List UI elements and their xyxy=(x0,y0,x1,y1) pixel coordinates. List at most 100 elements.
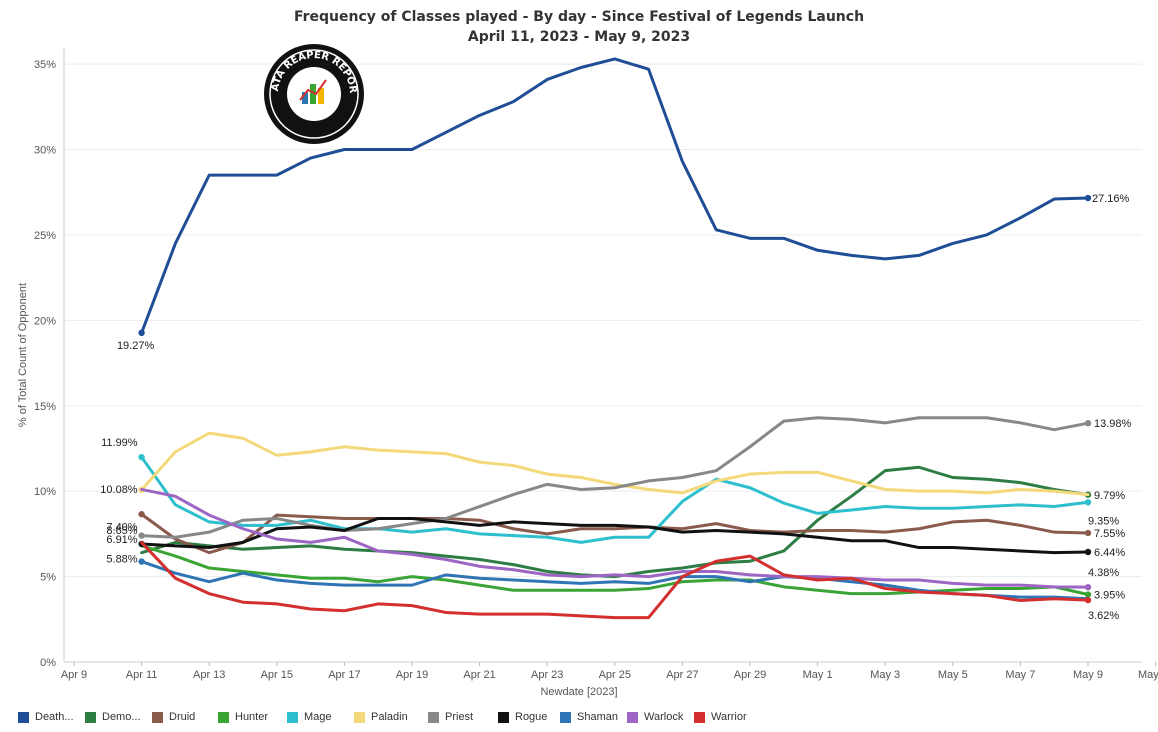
series-start-point xyxy=(138,558,145,565)
series-end-point xyxy=(1084,548,1092,556)
logo-bar-icon xyxy=(310,84,316,104)
logo-ring xyxy=(269,49,359,139)
legend-label: Warrior xyxy=(711,711,747,723)
legend-swatch xyxy=(152,711,163,723)
legend: Death... Demo... Druid Hunter Mage Paladin Pri… xyxy=(18,711,754,723)
legend-item[interactable]: Warrior xyxy=(694,711,754,723)
start-value-label: 10.08% xyxy=(100,484,138,496)
x-tick-label: Apr 21 xyxy=(463,669,495,681)
series-line-2 xyxy=(140,465,1090,579)
x-tick-label: Apr 29 xyxy=(734,669,766,681)
start-value-label: 5.88% xyxy=(106,554,137,566)
end-value-label: 9.79% xyxy=(1094,490,1125,502)
end-value-label: 9.35% xyxy=(1088,515,1119,527)
legend-swatch xyxy=(428,711,439,723)
legend-label: Death... xyxy=(35,711,74,723)
y-tick-label: 30% xyxy=(34,145,56,157)
legend-label: Shaman xyxy=(577,711,618,723)
series-line-1 xyxy=(140,57,1090,335)
series-line-8 xyxy=(140,517,1090,555)
x-axis-title: Newdate [2023] xyxy=(540,686,617,698)
data-reaper-logo: DATA REAPER REPORT xyxy=(264,44,364,144)
series-end-point xyxy=(1084,596,1092,604)
end-value-label: 3.62% xyxy=(1088,610,1119,622)
start-value-label: 11.99% xyxy=(101,437,138,449)
legend-swatch xyxy=(287,711,298,723)
start-value-label: 6.91% xyxy=(106,534,137,546)
x-tick-label: May 7 xyxy=(1005,669,1035,681)
legend-item[interactable]: Death... xyxy=(18,711,85,723)
legend-item[interactable]: Paladin xyxy=(354,711,428,723)
legend-swatch xyxy=(18,711,29,723)
logo-bar-icon xyxy=(318,88,324,104)
x-tick-label: Apr 9 xyxy=(61,669,87,681)
x-tick-label: Apr 15 xyxy=(261,669,293,681)
end-value-label: 7.55% xyxy=(1094,528,1125,540)
end-value-label: 4.38% xyxy=(1088,567,1119,579)
y-axis-title: % of Total Count of Opponent xyxy=(17,283,29,427)
x-tick-label: May 1 xyxy=(803,669,833,681)
legend-swatch xyxy=(498,711,509,723)
series-line-10 xyxy=(140,487,1090,589)
logo-trend-icon xyxy=(299,79,327,101)
x-tick-label: May 11 xyxy=(1138,669,1158,681)
grid xyxy=(64,63,1142,578)
series-end-point xyxy=(1084,499,1092,506)
y-tick-label: 25% xyxy=(34,230,56,242)
y-tick-label: 5% xyxy=(40,572,56,584)
series-line-6 xyxy=(140,431,1090,497)
legend-item[interactable]: Demo... xyxy=(85,711,152,723)
series-line-4 xyxy=(140,544,1090,597)
x-tick-label: Apr 19 xyxy=(396,669,428,681)
x-tick-label: May 3 xyxy=(870,669,900,681)
x-tick-label: Apr 11 xyxy=(126,669,158,681)
x-tick-label: Apr 25 xyxy=(599,669,631,681)
legend-item[interactable]: Warlock xyxy=(627,711,694,723)
end-value-label: 6.44% xyxy=(1094,547,1125,559)
series-start-point xyxy=(138,511,145,518)
x-tick-label: Apr 17 xyxy=(328,669,360,681)
series-lines xyxy=(138,57,1092,620)
series-start-point xyxy=(138,532,145,539)
legend-item[interactable]: Hunter xyxy=(218,711,287,723)
legend-item[interactable]: Rogue xyxy=(498,711,560,723)
series-start-point xyxy=(138,329,145,337)
data-labels: 19.27% 27.16% 9.79% 8.65% 7.55% 3.95% 11.99% 9.… xyxy=(100,193,1131,622)
legend-swatch xyxy=(627,711,638,723)
end-value-label: 3.95% xyxy=(1094,590,1125,602)
legend-item[interactable]: Shaman xyxy=(560,711,627,723)
legend-item[interactable]: Druid xyxy=(152,711,218,723)
legend-item[interactable]: Mage xyxy=(287,711,354,723)
legend-swatch xyxy=(85,711,96,723)
series-start-point xyxy=(138,453,145,461)
x-tick-label: Apr 27 xyxy=(666,669,698,681)
x-tick-label: May 5 xyxy=(938,669,968,681)
legend-label: Druid xyxy=(169,711,196,723)
series-end-point xyxy=(1084,529,1092,537)
series-line-3 xyxy=(140,512,1090,555)
y-tick-label: 15% xyxy=(34,401,56,413)
start-value-label: 8.65% xyxy=(106,525,137,537)
x-tick-label: Apr 23 xyxy=(531,669,563,681)
end-value-label: 27.16% xyxy=(1092,193,1130,205)
y-axis-ticks: 0% 5% 10% 15% 20% 25% 30% 35% xyxy=(34,59,56,669)
legend-label: Rogue xyxy=(515,711,548,723)
legend-label: Paladin xyxy=(371,711,408,723)
y-tick-label: 35% xyxy=(34,59,56,71)
end-value-label: 13.98% xyxy=(1094,418,1132,430)
series-end-point xyxy=(1084,194,1092,202)
y-tick-label: 20% xyxy=(34,315,56,327)
legend-label: Mage xyxy=(304,711,332,723)
legend-swatch xyxy=(694,711,705,723)
chart-subtitle: April 11, 2023 - May 9, 2023 xyxy=(468,29,690,45)
logo-bar-icon xyxy=(302,92,308,104)
legend-label: Warlock xyxy=(644,711,684,723)
legend-label: Hunter xyxy=(235,711,269,723)
series-end-point xyxy=(1084,419,1092,427)
legend-label: Demo... xyxy=(102,711,141,723)
x-tick-label: May 9 xyxy=(1073,669,1103,681)
series-end-point xyxy=(1084,583,1092,591)
x-tick-label: Apr 13 xyxy=(193,669,225,681)
legend-item[interactable]: Priest xyxy=(428,711,498,723)
